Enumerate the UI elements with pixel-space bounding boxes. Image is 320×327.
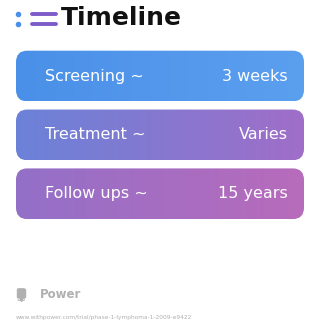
Text: Screening ~: Screening ~ xyxy=(45,69,144,83)
Text: ␧: ␧ xyxy=(17,287,25,301)
Text: 15 years: 15 years xyxy=(218,186,288,201)
Text: Varies: Varies xyxy=(239,128,288,142)
Text: Power: Power xyxy=(40,288,81,301)
Text: www.withpower.com/trial/phase-1-lymphoma-1-2009-e9422: www.withpower.com/trial/phase-1-lymphoma… xyxy=(16,315,192,320)
Text: 3 weeks: 3 weeks xyxy=(222,69,288,83)
Text: Follow ups ~: Follow ups ~ xyxy=(45,186,148,201)
Text: Treatment ~: Treatment ~ xyxy=(45,128,145,142)
Text: Timeline: Timeline xyxy=(61,6,182,30)
